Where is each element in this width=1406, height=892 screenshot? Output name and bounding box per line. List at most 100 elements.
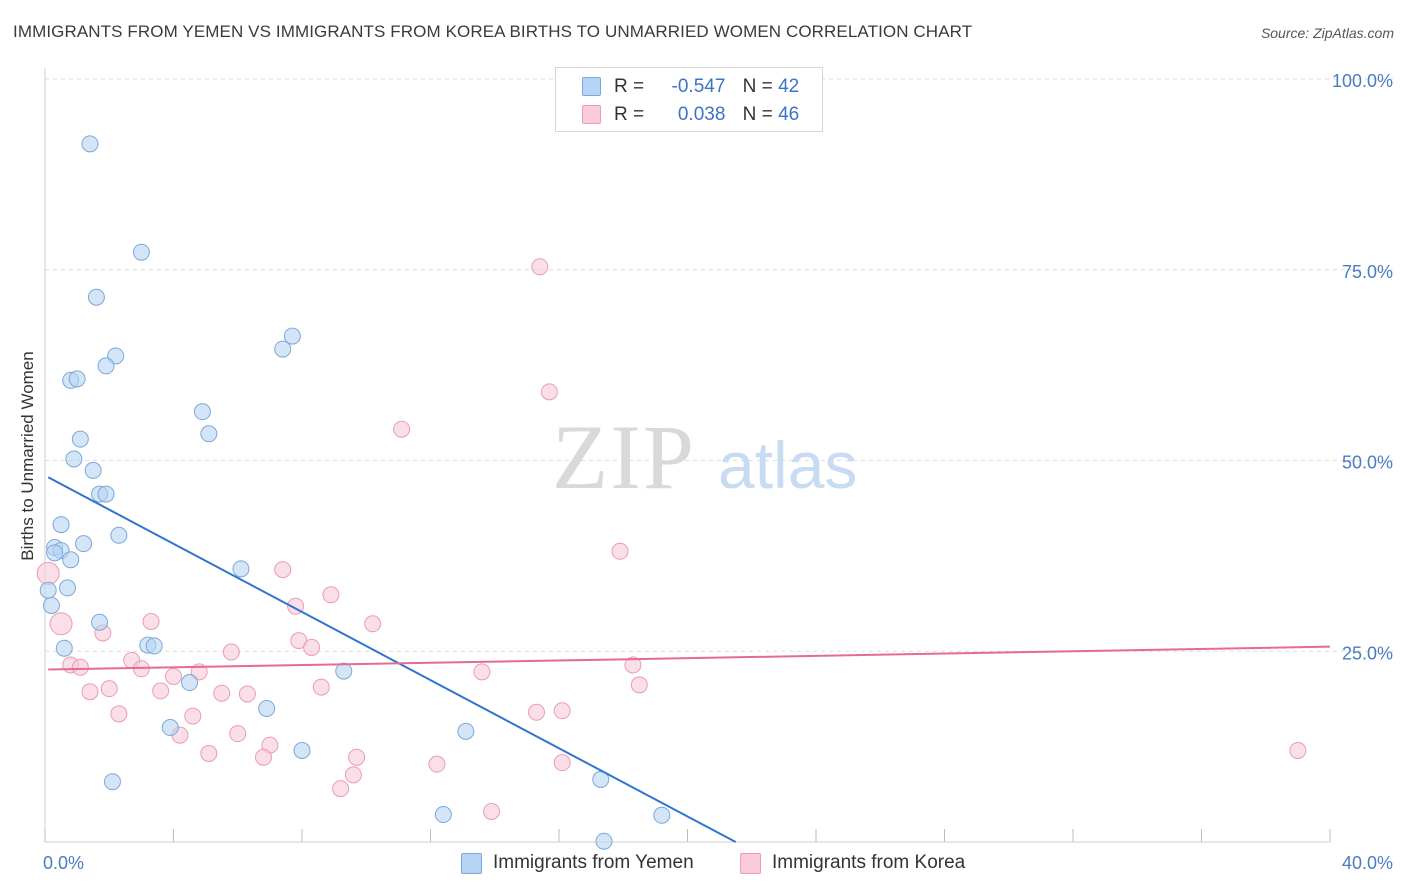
korea-point <box>364 615 382 633</box>
yemen-trend-line <box>47 476 737 843</box>
korea-point <box>322 586 340 604</box>
legend-r-label: R = <box>614 104 645 125</box>
yemen-point <box>81 135 99 153</box>
korea-point <box>483 802 501 820</box>
legend-r-label: R = <box>614 76 645 97</box>
korea-point <box>473 663 491 681</box>
korea-point <box>71 658 89 676</box>
yemen-point <box>84 461 102 479</box>
korea-point <box>36 561 60 585</box>
yemen-point <box>274 340 292 358</box>
legend-n-label: N = <box>742 104 773 125</box>
yemen-point <box>97 357 115 375</box>
yemen-legend-swatch <box>461 853 482 874</box>
korea-point <box>312 678 330 696</box>
trend-lines <box>47 476 1331 843</box>
korea-point <box>611 542 629 560</box>
chart-title: IMMIGRANTS FROM YEMEN VS IMMIGRANTS FROM… <box>13 22 973 41</box>
yemen-point <box>58 579 76 597</box>
korea-point <box>238 685 256 703</box>
yemen-points <box>39 135 671 850</box>
yemen-point <box>97 485 115 503</box>
yemen-point <box>91 613 109 631</box>
yemen-point <box>258 699 276 717</box>
korea-point <box>152 682 170 700</box>
yemen-point <box>232 560 250 578</box>
korea-point <box>553 754 571 772</box>
yemen-point <box>39 581 57 599</box>
yemen-point <box>434 806 452 824</box>
korea-point <box>428 755 446 773</box>
yemen-swatch <box>582 77 601 96</box>
korea-point <box>531 258 549 276</box>
yemen-legend-label: Immigrants from Yemen <box>493 852 694 873</box>
korea-trend-line <box>48 645 1331 671</box>
korea-point <box>254 748 272 766</box>
yemen-point <box>42 596 60 614</box>
y-tick-label: 50.0% <box>1342 453 1393 473</box>
yemen-point <box>595 832 613 850</box>
korea-point <box>344 766 362 784</box>
y-tick-labels: 25.0% 50.0% 75.0% 100.0% <box>1332 71 1393 663</box>
korea-legend-label: Immigrants from Korea <box>772 852 966 873</box>
legend-n-value: 42 <box>778 76 800 97</box>
yemen-point <box>75 535 93 553</box>
korea-swatch <box>582 105 601 124</box>
yemen-point <box>55 639 73 657</box>
legend-r-value: -0.547 <box>671 76 726 97</box>
korea-point <box>222 643 240 661</box>
korea-legend-swatch <box>740 853 761 874</box>
korea-point <box>184 707 202 725</box>
source-credit: Source: ZipAtlas.com <box>1260 25 1394 41</box>
yemen-point <box>161 719 179 737</box>
yemen-point <box>62 551 80 569</box>
korea-point <box>624 656 642 674</box>
korea-point <box>303 638 321 656</box>
yemen-point <box>193 403 211 421</box>
korea-point <box>393 420 411 438</box>
watermark-zip: ZIP <box>552 406 696 508</box>
yemen-point <box>293 741 311 759</box>
yemen-point <box>200 425 218 443</box>
legend-n-label: N = <box>742 76 773 97</box>
yemen-point <box>653 806 671 824</box>
x-tick-labels: 0.0% 40.0% <box>43 853 1393 873</box>
y-tick-label: 25.0% <box>1342 643 1393 663</box>
korea-point <box>274 561 292 579</box>
yemen-point <box>52 516 70 534</box>
yemen-point <box>335 662 353 680</box>
korea-points <box>36 258 1307 820</box>
axes <box>44 68 1331 843</box>
legend-r-value: 0.038 <box>677 104 726 125</box>
korea-point <box>553 702 571 720</box>
y-axis-label: Births to Unmarried Women <box>18 351 37 560</box>
legend-n-value: 46 <box>778 104 800 125</box>
x-tick-label: 40.0% <box>1342 853 1393 873</box>
korea-point <box>142 612 160 630</box>
korea-point <box>630 676 648 694</box>
korea-point <box>528 703 546 721</box>
y-tick-label: 100.0% <box>1332 71 1393 91</box>
yemen-point <box>457 722 475 740</box>
yemen-point <box>71 430 89 448</box>
yemen-point <box>145 637 163 655</box>
watermark-atlas: atlas <box>718 428 857 502</box>
yemen-point <box>103 773 121 791</box>
korea-point <box>100 680 118 698</box>
korea-point <box>213 684 231 702</box>
correlation-legend: R = -0.547 N = 42 R = 0.038 N = 46 <box>555 67 823 132</box>
y-tick-label: 75.0% <box>1342 262 1393 282</box>
korea-point <box>81 683 99 701</box>
yemen-point <box>87 288 105 306</box>
yemen-point <box>68 370 86 388</box>
x-tick-label: 0.0% <box>43 853 84 873</box>
yemen-point <box>46 544 64 562</box>
korea-point <box>1289 741 1307 759</box>
korea-point <box>540 383 558 401</box>
korea-point <box>332 780 350 798</box>
korea-point <box>229 725 247 743</box>
korea-point <box>49 612 73 636</box>
yemen-point <box>283 327 301 345</box>
yemen-point <box>132 243 150 261</box>
